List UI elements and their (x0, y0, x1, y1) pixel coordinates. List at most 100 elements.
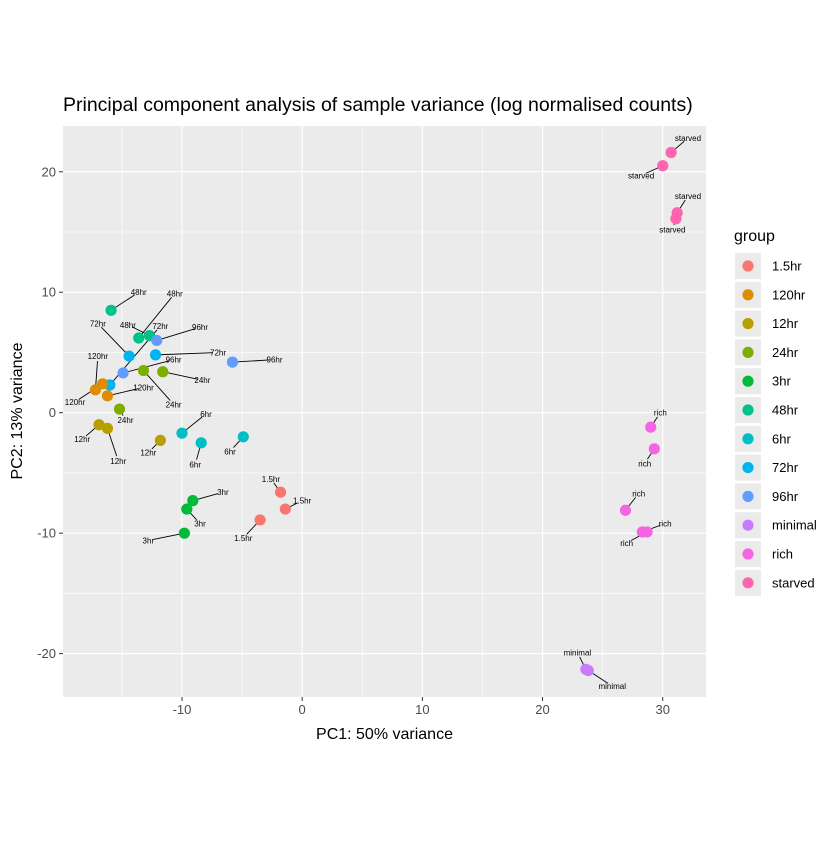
legend-label: 72hr (772, 460, 799, 475)
plot-panel (63, 126, 706, 697)
point-label: rich (654, 409, 667, 418)
data-point-starved (665, 146, 677, 159)
point-label: 96hr (267, 356, 283, 365)
legend-item-minimal: minimal (735, 512, 817, 539)
point-label: 24hr (194, 376, 210, 385)
point-label: 96hr (192, 323, 208, 332)
data-point-6hr (195, 437, 207, 449)
point-label: 120hr (88, 352, 109, 361)
legend-item-96hr: 96hr (735, 483, 799, 510)
legend-key-rich (742, 548, 754, 560)
data-point-1.5hr (254, 514, 266, 526)
label-leader-line (162, 371, 198, 380)
point-label: 1.5hr (262, 475, 281, 484)
data-point-starved (670, 213, 682, 225)
legend: group 1.5hr 120hr 12hr 24hr 3hr 48hr 6hr 72hr 96… (734, 228, 817, 596)
point-label: 120hr (133, 383, 154, 392)
point-label: minimal (564, 648, 592, 657)
chart-title: Principal component analysis of sample v… (63, 94, 693, 116)
point-label: rich (659, 520, 672, 529)
point-label: 1.5hr (234, 534, 253, 543)
data-point-96hr (226, 356, 239, 368)
legend-key-24hr (742, 346, 754, 358)
data-point-120hr (97, 378, 109, 390)
x-tick-label: -10 (173, 702, 192, 717)
major-gridlines (63, 126, 706, 697)
data-point-48hr (133, 332, 145, 344)
legend-label: minimal (772, 518, 817, 533)
data-point-6hr (237, 431, 249, 443)
data-point-3hr (187, 495, 199, 507)
data-point-72hr (149, 349, 162, 361)
legend-item-starved: starved (735, 569, 815, 596)
point-label: 48hr (167, 289, 183, 298)
point-label: starved (675, 134, 701, 143)
x-tick-label: 30 (655, 702, 669, 717)
label-leader-line (156, 328, 196, 341)
data-point-3hr (178, 527, 190, 539)
data-point-1.5hr (274, 486, 287, 498)
label-leader-line (100, 326, 130, 357)
x-tick-label: 10 (415, 702, 429, 717)
point-label: starved (628, 171, 654, 180)
data-point-rich (641, 526, 653, 538)
data-point-96hr (151, 334, 163, 347)
legend-title: group (734, 228, 775, 245)
data-point-48hr (105, 304, 117, 316)
legend-key-96hr (742, 490, 754, 502)
x-axis-ticks: -10 0 10 20 30 (173, 697, 670, 717)
legend-item-rich: rich (735, 541, 793, 567)
legend-label: 48hr (772, 403, 799, 418)
point-label: 6hr (224, 447, 236, 456)
data-point-72hr (123, 350, 135, 362)
y-tick-label: 10 (42, 285, 56, 300)
x-tick-label: 0 (299, 702, 306, 717)
legend-key-72hr (742, 462, 754, 474)
legend-key-1.5hr (742, 260, 754, 272)
legend-item-24hr: 24hr (735, 339, 799, 366)
legend-key-minimal (742, 519, 754, 531)
point-label: 6hr (200, 410, 212, 419)
x-axis-title: PC1: 50% variance (316, 726, 453, 743)
legend-key-120hr (742, 289, 754, 301)
point-label: rich (632, 489, 645, 498)
x-tick-label: 20 (535, 702, 549, 717)
legend-key-3hr (742, 375, 754, 387)
legend-item-72hr: 72hr (735, 454, 799, 481)
legend-key-6hr (742, 433, 754, 445)
data-point-96hr (117, 367, 129, 379)
data-point-1.5hr (279, 503, 291, 515)
data-point-24hr (137, 364, 150, 377)
point-label: rich (638, 459, 651, 468)
point-label: 72hr (90, 320, 106, 329)
point-label: rich (620, 539, 633, 548)
point-label: 12hr (140, 448, 156, 457)
point-label: 72hr (152, 322, 168, 331)
legend-label: 3hr (772, 374, 791, 389)
data-points (89, 146, 683, 677)
data-point-rich (648, 443, 660, 455)
point-label: 1.5hr (293, 497, 312, 506)
point-label: 96hr (166, 356, 182, 365)
legend-items: 1.5hr 120hr 12hr 24hr 3hr 48hr 6hr 72hr 96hr mini… (735, 253, 817, 596)
point-label: 24hr (117, 416, 133, 425)
point-label: minimal (598, 682, 626, 691)
label-leader-line (232, 359, 270, 363)
point-label: 3hr (143, 536, 155, 545)
legend-label: 96hr (772, 489, 799, 504)
legend-item-48hr: 48hr (735, 397, 799, 423)
y-axis-title: PC2: 13% variance (9, 342, 26, 479)
data-point-6hr (176, 427, 188, 439)
y-tick-label: 20 (42, 164, 56, 179)
minor-gridlines (63, 126, 706, 697)
legend-label: 1.5hr (772, 259, 802, 274)
legend-item-1.5hr: 1.5hr (735, 253, 802, 279)
point-label: 24hr (166, 400, 182, 409)
data-point-12hr (93, 419, 105, 431)
legend-key-48hr (742, 404, 754, 416)
legend-label: 120hr (772, 287, 806, 302)
y-axis-ticks: -20 -10 0 10 20 (37, 164, 63, 661)
legend-label: 12hr (772, 316, 799, 331)
legend-item-120hr: 120hr (735, 281, 806, 308)
